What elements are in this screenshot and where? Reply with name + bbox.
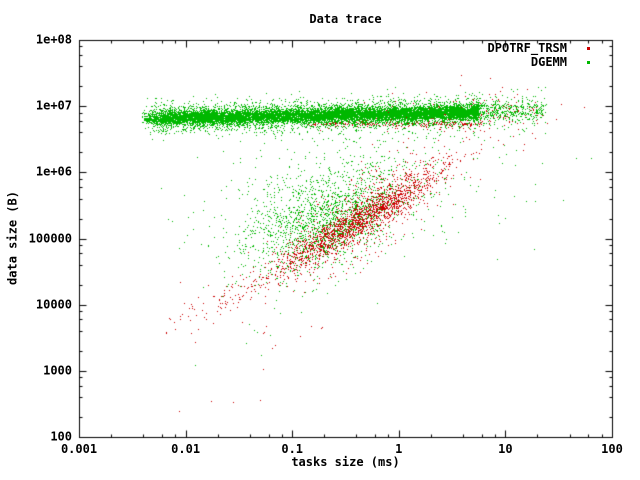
- x-tick-label: 1: [395, 442, 403, 456]
- legend-label: DGEMM: [530, 55, 567, 69]
- legend-marker-dot: [587, 60, 590, 64]
- legend-marker-dot: [587, 46, 590, 50]
- chart-title: Data trace: [309, 12, 382, 26]
- legend-label: DPOTRF_TRSM: [487, 41, 567, 55]
- y-tick-label: 1e+07: [35, 98, 72, 113]
- y-tick-label: 1000: [43, 363, 72, 378]
- legend-item-dpotrf-trsm: DPOTRF_TRSM: [488, 41, 590, 55]
- y-tick-label: 100000: [28, 231, 72, 245]
- y-tick-label: 1e+08: [35, 32, 72, 47]
- y-tick-label: 1e+06: [35, 164, 72, 179]
- x-tick-label: 100: [601, 442, 623, 456]
- x-tick-label: 0.1: [281, 442, 304, 456]
- x-tick-label: 0.001: [60, 442, 98, 456]
- legend: DPOTRF_TRSM DGEMM: [488, 41, 590, 69]
- y-tick-label: 10000: [35, 297, 72, 312]
- x-tick-label: 10: [498, 442, 513, 456]
- x-tick-label: 0.01: [171, 442, 201, 456]
- x-axis-label: tasks size (ms): [291, 455, 400, 469]
- y-tick-label: 100: [50, 429, 72, 444]
- legend-item-dgemm: DGEMM: [488, 55, 590, 69]
